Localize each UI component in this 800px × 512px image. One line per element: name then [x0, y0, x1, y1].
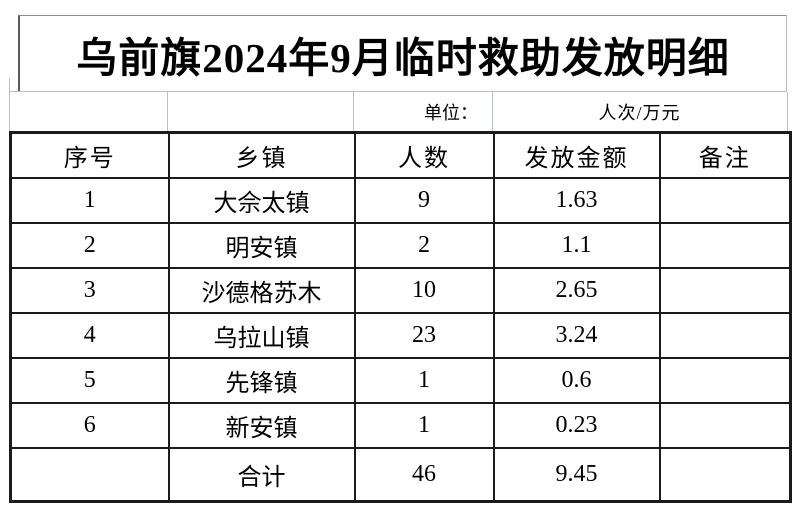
cell-township: 明安镇 [167, 221, 356, 269]
table-row: 5 先锋镇 1 0.6 [9, 356, 792, 404]
cell-amount: 2.65 [492, 266, 661, 314]
cell-people-count: 9 [353, 176, 495, 224]
cell-amount: 0.6 [492, 356, 661, 404]
cell-total-amount: 9.45 [492, 446, 661, 503]
cell-index: 5 [9, 356, 170, 404]
cell-remarks [658, 311, 792, 359]
cell-remarks [658, 401, 792, 449]
table-total-row: 合计 46 9.45 [9, 446, 792, 503]
gridline-vertical [787, 92, 788, 131]
gridline-vertical [9, 78, 10, 131]
gridline-vertical [353, 92, 354, 131]
table-row: 1 大佘太镇 9 1.63 [9, 176, 792, 224]
table-row: 2 明安镇 2 1.1 [9, 221, 792, 269]
unit-value: 人次/万元 [598, 102, 681, 123]
gridline-vertical [167, 92, 168, 131]
cell-people-count: 2 [353, 221, 495, 269]
cell-remarks [658, 221, 792, 269]
cell-index: 6 [9, 401, 170, 449]
assistance-table: 序号 乡镇 人数 发放金额 备注 1 大佘太镇 9 1.63 2 明安镇 2 [9, 131, 792, 503]
col-header-township: 乡镇 [167, 131, 356, 179]
col-header-people-count: 人数 [353, 131, 495, 179]
cell-township: 先锋镇 [167, 356, 356, 404]
table-row: 4 乌拉山镇 23 3.24 [9, 311, 792, 359]
cell-remarks [658, 266, 792, 314]
cell-amount: 3.24 [492, 311, 661, 359]
cell-people-count: 1 [353, 401, 495, 449]
cell-amount: 1.1 [492, 221, 661, 269]
report-title-box: 乌前旗2024年9月临时救助发放明细 [18, 15, 787, 91]
unit-label: 单位： [424, 102, 478, 123]
table-row: 6 新安镇 1 0.23 [9, 401, 792, 449]
cell-township: 新安镇 [167, 401, 356, 449]
gridline-horizontal [9, 91, 787, 92]
gridline-vertical [492, 92, 493, 131]
cell-index: 1 [9, 176, 170, 224]
cell-amount: 1.63 [492, 176, 661, 224]
cell-people-count: 23 [353, 311, 495, 359]
cell-total-label: 合计 [167, 446, 356, 503]
cell-amount: 0.23 [492, 401, 661, 449]
cell-township: 乌拉山镇 [167, 311, 356, 359]
table-header-row: 序号 乡镇 人数 发放金额 备注 [9, 131, 792, 179]
cell-total-people-count: 46 [353, 446, 495, 503]
cell-index: 4 [9, 311, 170, 359]
cell-index: 3 [9, 266, 170, 314]
cell-remarks [658, 176, 792, 224]
cell-township: 大佘太镇 [167, 176, 356, 224]
col-header-index: 序号 [9, 131, 170, 179]
col-header-amount: 发放金额 [492, 131, 661, 179]
cell-people-count: 10 [353, 266, 495, 314]
cell-people-count: 1 [353, 356, 495, 404]
cell-index: 2 [9, 221, 170, 269]
table-row: 3 沙德格苏木 10 2.65 [9, 266, 792, 314]
cell-township: 沙德格苏木 [167, 266, 356, 314]
page-title: 乌前旗2024年9月临时救助发放明细 [76, 34, 730, 81]
col-header-remarks: 备注 [658, 131, 792, 179]
cell-index [9, 446, 170, 503]
cell-remarks [658, 356, 792, 404]
cell-remarks [658, 446, 792, 503]
